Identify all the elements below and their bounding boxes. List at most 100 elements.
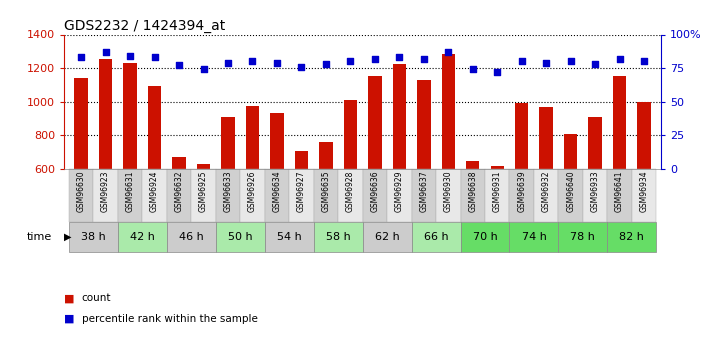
Bar	[589, 117, 602, 269]
Text: GSM96928: GSM96928	[346, 170, 355, 211]
Bar	[558, 169, 583, 222]
Text: time: time	[26, 232, 52, 242]
Bar	[191, 169, 215, 222]
Text: GSM96930: GSM96930	[444, 170, 453, 212]
Text: percentile rank within the sample: percentile rank within the sample	[82, 314, 257, 324]
Bar	[314, 169, 338, 222]
Bar	[417, 80, 431, 269]
Text: 62 h: 62 h	[375, 232, 400, 242]
Text: ▶: ▶	[64, 232, 71, 242]
Bar	[632, 169, 656, 222]
Text: GSM96630: GSM96630	[77, 170, 85, 212]
Bar	[118, 169, 142, 222]
Text: 78 h: 78 h	[570, 232, 595, 242]
Point	[173, 62, 185, 68]
Text: GSM96931: GSM96931	[493, 170, 502, 212]
Bar	[221, 117, 235, 269]
Text: 70 h: 70 h	[473, 232, 498, 242]
Point	[198, 67, 209, 72]
Bar	[442, 54, 455, 269]
Bar	[607, 169, 632, 222]
Bar	[167, 169, 191, 222]
Text: GSM96924: GSM96924	[150, 170, 159, 212]
Text: ■: ■	[64, 314, 75, 324]
Bar	[412, 222, 461, 252]
Text: 82 h: 82 h	[619, 232, 644, 242]
Text: GSM96636: GSM96636	[370, 170, 380, 212]
Text: GSM96638: GSM96638	[469, 170, 477, 212]
Point	[369, 56, 380, 61]
Bar	[387, 169, 412, 222]
Text: 42 h: 42 h	[130, 232, 155, 242]
Bar	[510, 169, 534, 222]
Bar	[319, 142, 333, 269]
Bar	[314, 222, 363, 252]
Point	[296, 64, 307, 69]
Text: GSM96925: GSM96925	[199, 170, 208, 212]
Bar	[363, 169, 387, 222]
Bar	[540, 107, 553, 269]
Text: GSM96635: GSM96635	[321, 170, 331, 212]
Text: 54 h: 54 h	[277, 232, 301, 242]
Bar	[246, 106, 260, 269]
Bar	[491, 166, 504, 269]
Bar	[75, 78, 88, 269]
Text: GSM96639: GSM96639	[517, 170, 526, 212]
Text: GSM96632: GSM96632	[174, 170, 183, 212]
Text: GSM96631: GSM96631	[126, 170, 134, 212]
Text: 38 h: 38 h	[81, 232, 106, 242]
Bar	[343, 100, 357, 269]
Bar	[93, 169, 118, 222]
Point	[516, 59, 528, 64]
Bar	[294, 151, 308, 269]
Point	[345, 59, 356, 64]
Point	[247, 59, 258, 64]
Bar	[461, 222, 510, 252]
Point	[491, 69, 503, 75]
Point	[442, 49, 454, 55]
Text: GSM96633: GSM96633	[223, 170, 232, 212]
Bar	[637, 101, 651, 269]
Text: GSM96641: GSM96641	[615, 170, 624, 212]
Point	[418, 56, 429, 61]
Point	[467, 67, 479, 72]
Text: GSM96634: GSM96634	[272, 170, 282, 212]
Bar	[363, 222, 412, 252]
Point	[124, 53, 136, 59]
Bar	[368, 77, 382, 269]
Point	[223, 60, 234, 66]
Bar	[264, 222, 314, 252]
Text: GSM96926: GSM96926	[248, 170, 257, 212]
Bar	[123, 63, 137, 269]
Text: GSM96933: GSM96933	[591, 170, 599, 212]
Bar	[510, 222, 558, 252]
Bar	[392, 64, 406, 269]
Text: count: count	[82, 294, 111, 303]
Point	[320, 61, 331, 67]
Bar	[564, 134, 577, 269]
Point	[75, 55, 87, 60]
Point	[589, 61, 601, 67]
Bar	[289, 169, 314, 222]
Bar	[613, 76, 626, 269]
Bar	[240, 169, 264, 222]
Point	[149, 55, 160, 60]
Bar	[436, 169, 461, 222]
Text: GDS2232 / 1424394_at: GDS2232 / 1424394_at	[64, 19, 225, 33]
Bar	[485, 169, 510, 222]
Text: 74 h: 74 h	[521, 232, 546, 242]
Point	[638, 59, 650, 64]
Text: GSM96929: GSM96929	[395, 170, 404, 212]
Text: GSM96637: GSM96637	[419, 170, 428, 212]
Text: GSM96934: GSM96934	[640, 170, 648, 212]
Point	[565, 59, 577, 64]
Bar	[607, 222, 656, 252]
Text: GSM96923: GSM96923	[101, 170, 110, 212]
Bar	[583, 169, 607, 222]
Bar	[558, 222, 607, 252]
Bar	[461, 169, 485, 222]
Bar	[338, 169, 363, 222]
Point	[540, 60, 552, 66]
Bar	[118, 222, 167, 252]
Text: 46 h: 46 h	[179, 232, 203, 242]
